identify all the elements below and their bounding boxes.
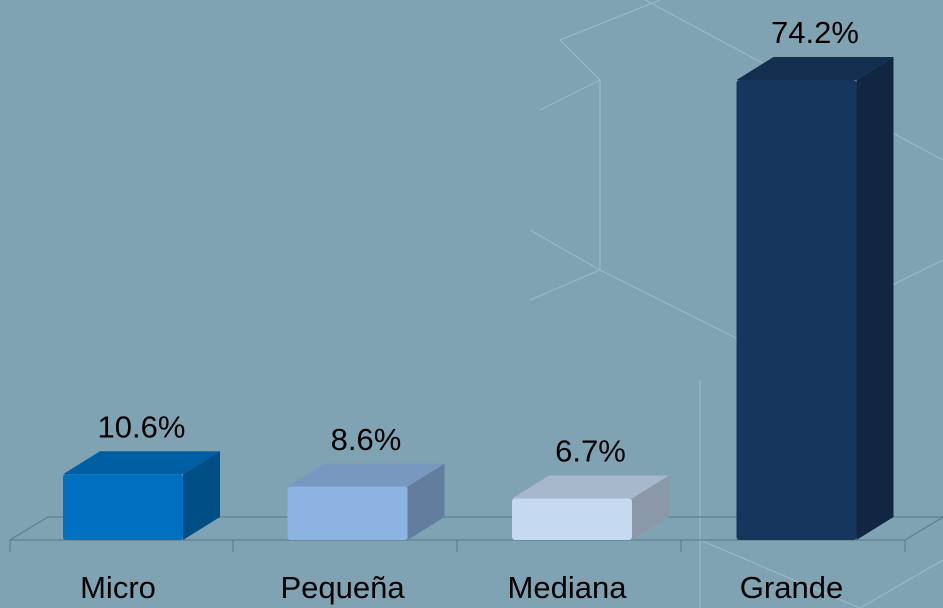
value-label: 74.2%	[771, 15, 859, 50]
bar-top	[287, 463, 445, 487]
bar-side	[632, 475, 669, 540]
bar-side	[856, 56, 894, 541]
bar	[287, 486, 408, 540]
bar-top	[736, 56, 894, 80]
bar	[736, 79, 857, 541]
bar-side	[407, 463, 445, 540]
bar	[63, 474, 183, 540]
bar	[512, 498, 632, 540]
bar-side	[183, 451, 220, 540]
value-label: 10.6%	[98, 409, 186, 444]
x-tick-label: Grande	[740, 570, 843, 605]
x-tick-label: Pequeña	[280, 570, 405, 605]
x-tick-label: Micro	[80, 570, 156, 605]
value-label: 6.7%	[555, 434, 626, 469]
x-tick-label: Mediana	[508, 570, 628, 605]
bar-top	[63, 451, 220, 475]
bar-top	[512, 475, 669, 499]
value-label: 8.6%	[331, 422, 402, 457]
